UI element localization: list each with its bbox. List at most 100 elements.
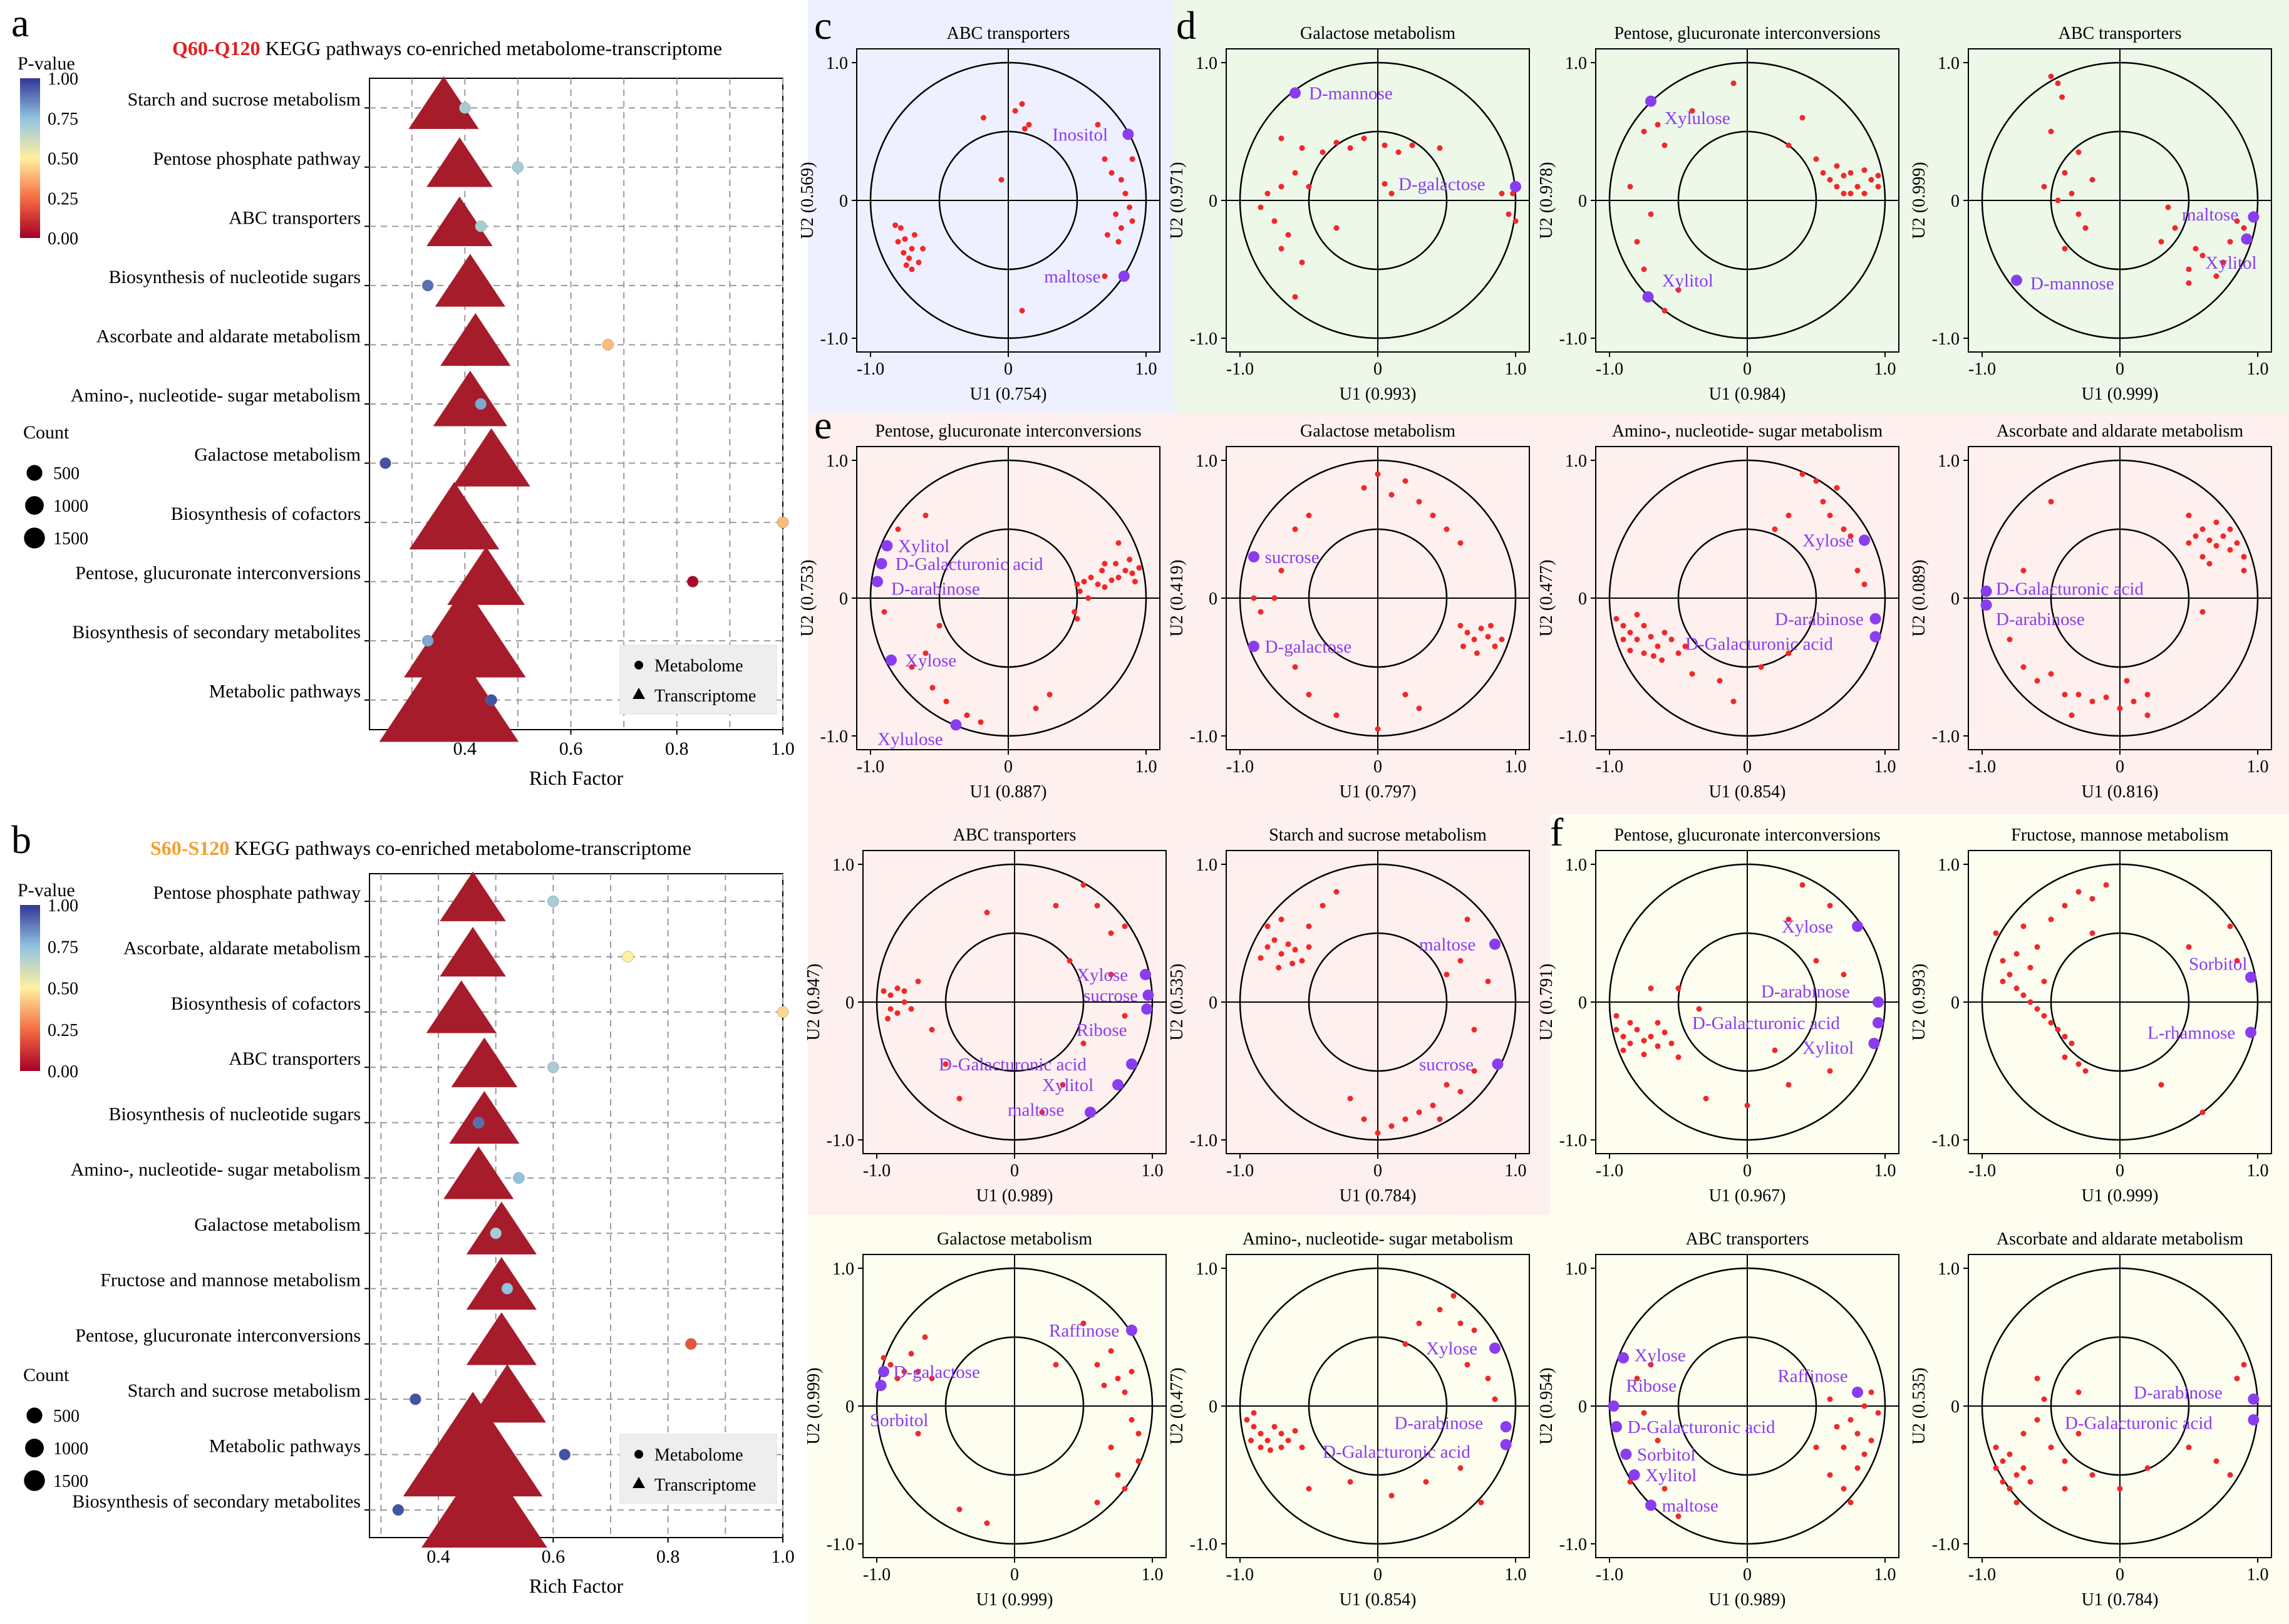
highlight-label: Xylose [1077, 965, 1128, 985]
data-point [1264, 190, 1271, 197]
data-point [2186, 1444, 2192, 1451]
highlight-label: maltose [2182, 205, 2238, 225]
data-point [1251, 1410, 1257, 1416]
data-point [1122, 190, 1129, 197]
data-point [1248, 1437, 1254, 1444]
data-point [1067, 958, 1073, 964]
data-point [984, 1520, 990, 1526]
highlight-point [1645, 95, 1656, 107]
x-tick-label: 0 [1373, 1565, 1382, 1585]
data-point [2227, 526, 2233, 532]
data-point [1613, 616, 1620, 622]
data-point [1278, 1444, 1284, 1451]
y-axis-label: U2 (0.535) [1167, 964, 1187, 1041]
data-point [2000, 1458, 2006, 1464]
shape-legend-circle [634, 661, 643, 670]
data-point [1655, 643, 1661, 649]
data-point [909, 266, 915, 272]
data-point [1613, 1013, 1620, 1019]
data-point [1409, 142, 1415, 148]
highlight-label: D-arabinose [1394, 1413, 1483, 1433]
colorbar [20, 905, 40, 1071]
category-label: Biosynthesis of secondary metabolites [72, 1491, 361, 1512]
category-label: ABC transporters [229, 207, 361, 228]
x-tick-label: 0 [2116, 1161, 2124, 1181]
data-point [1689, 671, 1695, 677]
data-point [1115, 574, 1122, 581]
data-point [1471, 1327, 1477, 1333]
size-legend-label: 500 [53, 464, 80, 484]
highlight-label: Xylitol [1042, 1075, 1093, 1095]
x-axis-label: U1 (0.989) [1709, 1590, 1786, 1610]
data-point [1129, 156, 1135, 162]
highlight-point [2248, 1414, 2260, 1425]
data-point [1457, 623, 1464, 629]
data-point [1675, 985, 1682, 991]
y-tick-label: -1.0 [827, 1131, 854, 1151]
data-point [1127, 204, 1133, 210]
correlation-plot-e4: Ascorbate and aldarate metabolism -1.0 -1.… [1909, 422, 2272, 802]
y-tick-label: 0 [1209, 1397, 1217, 1417]
data-point [1278, 1430, 1284, 1437]
highlight-point [1489, 1342, 1501, 1354]
metabolome-point [777, 1006, 789, 1018]
data-point [2007, 636, 2013, 643]
data-point [1292, 526, 1298, 532]
data-point [1650, 653, 1656, 659]
category-label: ABC transporters [229, 1048, 361, 1069]
data-point [2048, 73, 2054, 80]
plot-title: Ascorbate and aldarate metabolism [1997, 422, 2243, 441]
category-label: Starch and sucrose metabolism [128, 89, 361, 110]
data-point [2089, 896, 2095, 902]
x-tick-label: 1.0 [771, 1546, 795, 1567]
data-point [2186, 280, 2192, 286]
data-point [1648, 211, 1654, 217]
x-axis-label: U1 (0.797) [1340, 782, 1417, 802]
data-point [2089, 930, 2095, 936]
highlight-point [2248, 211, 2260, 223]
x-axis-label: Rich Factor [529, 767, 624, 789]
data-point [1854, 1465, 1861, 1471]
data-point [1306, 944, 1312, 950]
highlight-label: Xylitol [898, 536, 949, 556]
data-point [1108, 971, 1114, 978]
dot-plot-title-rest: KEGG pathways co-enriched metabolome-tra… [260, 37, 722, 59]
data-point [2089, 177, 2095, 183]
y-tick-label: -1.0 [1559, 329, 1587, 349]
y-tick-label: -1.0 [1190, 727, 1217, 747]
data-point [1402, 478, 1408, 484]
correlation-plot-f2: Fructose, mannose metabolism -1.0 -1.0 0 0 1.… [1909, 825, 2272, 1206]
data-point [1444, 1082, 1450, 1088]
size-legend-marker [25, 1439, 44, 1457]
data-point [1292, 1428, 1298, 1434]
transcriptome-triangle [466, 1312, 537, 1365]
data-point [1510, 190, 1516, 197]
category-label: Biosynthesis of nucleotide sugars [109, 1104, 361, 1125]
data-point [1306, 512, 1312, 519]
data-point [1841, 1444, 1847, 1451]
y-tick-label: 0 [1578, 993, 1587, 1013]
data-point [2227, 923, 2233, 929]
x-tick-label: -1.0 [1596, 1565, 1623, 1585]
transcriptome-triangle [451, 1037, 518, 1087]
data-point [1320, 149, 1326, 155]
y-axis-label: U2 (0.993) [1909, 964, 1929, 1041]
data-point [1703, 1095, 1709, 1102]
data-point [1655, 1437, 1661, 1444]
highlight-label: maltose [1044, 267, 1100, 287]
panel-label-e: e [814, 403, 832, 447]
highlight-label: D-Galacturonic acid [1692, 1013, 1840, 1033]
data-point [1627, 1040, 1633, 1047]
metabolome-point [475, 398, 487, 410]
y-tick-label: 0 [1951, 192, 1960, 211]
data-point [2199, 554, 2206, 560]
x-tick-label: -1.0 [1968, 1565, 1996, 1585]
data-point [1854, 567, 1861, 574]
data-point [2020, 1430, 2027, 1437]
data-point [1813, 1444, 1819, 1451]
x-tick-label: -1.0 [857, 359, 884, 379]
data-point [2199, 252, 2206, 259]
category-label: Biosynthesis of nucleotide sugars [109, 267, 361, 287]
panel-label-b: b [11, 817, 31, 862]
data-point [1634, 1027, 1640, 1033]
